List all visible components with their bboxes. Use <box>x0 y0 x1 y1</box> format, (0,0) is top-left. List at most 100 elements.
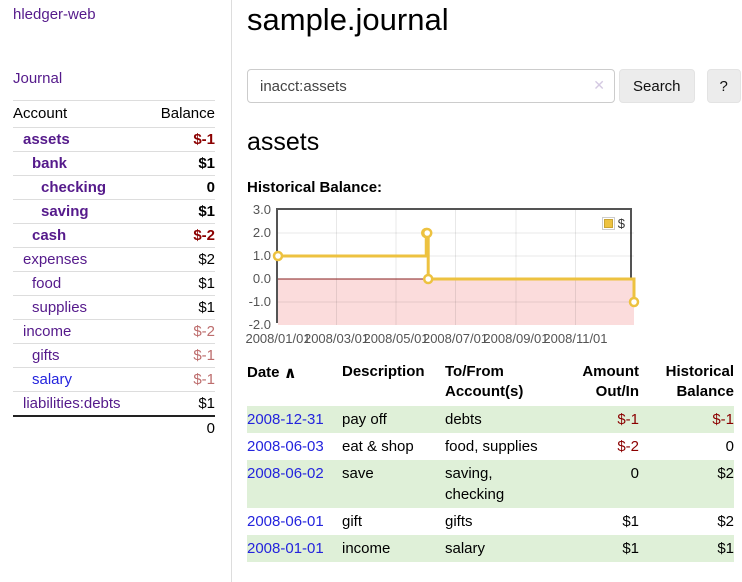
register-row: 2008-06-03 eat & shop food, supplies $-2 0 <box>247 433 734 460</box>
x-axis-tick-label: 2008/07/01 <box>422 331 489 346</box>
account-row: liabilities:debts $1 <box>13 391 215 416</box>
accounts-table: Account Balance assets $-1 bank $1 checking 0… <box>13 100 215 440</box>
transaction-date-link[interactable]: 2008-06-03 <box>247 437 324 455</box>
app-title-link[interactable]: hledger-web <box>13 6 96 23</box>
y-axis-tick-label: -2.0 <box>248 317 271 332</box>
register-header-date[interactable]: Date ∧ <box>247 359 342 406</box>
transaction-date-cell: 2008-01-01 <box>247 534 342 562</box>
transaction-date-cell: 2008-06-01 <box>247 508 342 535</box>
chart-canvas <box>272 210 640 325</box>
register-header-description: Description <box>342 363 425 380</box>
transaction-description-cell: save <box>342 459 445 508</box>
sort-ascending-icon: ∧ <box>283 365 297 382</box>
account-balance: $1 <box>147 271 215 296</box>
search-bar: ✕ Search ? <box>247 69 741 103</box>
transaction-description-cell: pay off <box>342 405 445 433</box>
y-axis-tick-label: 2.0 <box>252 225 271 240</box>
account-balance: $1 <box>147 199 215 224</box>
account-heading: assets <box>247 128 320 156</box>
sidebar-account-liabilities-debts[interactable]: liabilities:debts <box>23 395 121 412</box>
account-row: bank $1 <box>13 151 215 176</box>
sidebar-account-food[interactable]: food <box>32 275 62 292</box>
transaction-balance-cell: $2 <box>717 512 734 530</box>
account-row: checking 0 <box>13 175 215 200</box>
transaction-balance-cell: $-1 <box>639 405 734 433</box>
chart-legend: $ <box>600 216 626 231</box>
sidebar-account-checking[interactable]: checking <box>41 179 107 196</box>
account-row: supplies $1 <box>13 295 215 320</box>
account-balance: $1 <box>147 391 215 416</box>
register-header-balance: Historical Balance <box>665 363 734 401</box>
transaction-accounts-cell: gifts <box>445 512 473 530</box>
transaction-date-link[interactable]: 2008-06-01 <box>247 512 324 530</box>
transaction-accounts-cell: food, supplies <box>445 437 538 455</box>
register-header-row: Date ∧ Description To/From Account(s) Am… <box>247 359 734 406</box>
search-input-wrap: ✕ <box>247 69 615 103</box>
register-row: 2008-12-31 pay off debts $-1 $-1 <box>247 405 734 433</box>
transaction-amount-cell: $1 <box>622 512 639 530</box>
account-balance: $-2 <box>147 319 215 344</box>
accounts-total-row: 0 <box>13 415 215 440</box>
x-axis-tick-label: 2008/01/01 <box>245 331 311 346</box>
sidebar: hledger-web Journal Account Balance asse… <box>0 0 232 582</box>
sidebar-account-supplies[interactable]: supplies <box>32 299 88 316</box>
clear-search-icon[interactable]: ✕ <box>593 77 605 93</box>
account-balance: $-1 <box>147 367 215 392</box>
legend-label: $ <box>617 216 625 231</box>
transaction-accounts-cell: debts <box>445 405 555 433</box>
search-help-button[interactable]: ? <box>706 69 741 103</box>
y-axis-tick-label: -1.0 <box>248 294 271 309</box>
sidebar-account-gifts[interactable]: gifts <box>32 347 60 364</box>
sidebar-account-cash[interactable]: cash <box>32 227 67 244</box>
register-header-amount: Amount Out/In <box>582 363 639 401</box>
transaction-amount-cell: $-1 <box>555 405 639 433</box>
transaction-date-cell: 2008-06-03 <box>247 433 342 460</box>
sidebar-account-expenses[interactable]: expenses <box>23 251 88 268</box>
main-content: sample.journal ✕ Search ? assets Histori… <box>232 0 742 582</box>
search-input[interactable] <box>247 69 615 103</box>
sidebar-nav: Journal <box>13 70 215 87</box>
transaction-amount-cell: 0 <box>555 459 639 508</box>
register-row: 2008-06-01 gift gifts $1 $2 <box>247 508 734 535</box>
account-balance: $2 <box>147 247 215 272</box>
transaction-date-link[interactable]: 2008-12-31 <box>247 410 324 428</box>
account-row: cash $-2 <box>13 223 215 248</box>
accounts-header-row: Account Balance <box>13 100 215 128</box>
account-balance: 0 <box>147 175 215 200</box>
accounts-total-value: 0 <box>147 415 215 440</box>
transaction-accounts-cell: salary <box>445 534 555 562</box>
nav-journal-link[interactable]: Journal <box>13 70 63 87</box>
account-row: saving $1 <box>13 199 215 224</box>
transaction-date-cell: 2008-06-02 <box>247 459 342 508</box>
sidebar-account-income[interactable]: income <box>23 323 72 340</box>
account-row: assets $-1 <box>13 127 215 152</box>
transaction-amount-cell: $1 <box>555 534 639 562</box>
sidebar-account-saving[interactable]: saving <box>41 203 89 220</box>
sidebar-account-bank[interactable]: bank <box>32 155 68 172</box>
transaction-date-link[interactable]: 2008-06-02 <box>247 464 324 482</box>
sidebar-account-salary[interactable]: salary <box>32 371 73 388</box>
register-row: 2008-01-01 income salary $1 $1 <box>247 534 734 562</box>
transaction-balance-cell: $2 <box>639 459 734 508</box>
chart-plot-area[interactable]: $ 3.0 2.0 1.0 0.0 -1.0 -2.0 2008/01/01 2008/03/… <box>245 202 640 346</box>
x-axis-tick-label: 2008/09/01 <box>483 331 549 346</box>
balance-chart: $ 3.0 2.0 1.0 0.0 -1.0 -2.0 2008/01/01 2008/03/… <box>245 202 741 346</box>
accounts-header-balance: Balance <box>147 100 215 128</box>
transaction-accounts-cell: saving, checking <box>445 459 555 508</box>
sidebar-account-assets[interactable]: assets <box>23 131 70 148</box>
account-row: food $1 <box>13 271 215 296</box>
y-axis-tick-label: 0.0 <box>252 271 271 286</box>
register-row: 2008-06-02 save saving, checking 0 $2 <box>247 459 734 508</box>
transaction-balance-cell: $1 <box>639 534 734 562</box>
register-table: Date ∧ Description To/From Account(s) Am… <box>247 359 734 562</box>
series-color-swatch-icon <box>603 219 613 228</box>
search-button[interactable]: Search <box>619 69 695 103</box>
account-row: expenses $2 <box>13 247 215 272</box>
x-axis-tick-label: 2008/11/01 <box>543 331 608 346</box>
page-title: sample.journal <box>247 2 449 37</box>
accounts-header-account: Account <box>13 100 148 128</box>
transaction-date-link[interactable]: 2008-01-01 <box>247 539 324 557</box>
transaction-date-cell: 2008-12-31 <box>247 405 342 433</box>
x-axis-tick-label: 2008/03/01 <box>303 331 370 346</box>
y-axis-tick-label: 3.0 <box>252 202 271 217</box>
